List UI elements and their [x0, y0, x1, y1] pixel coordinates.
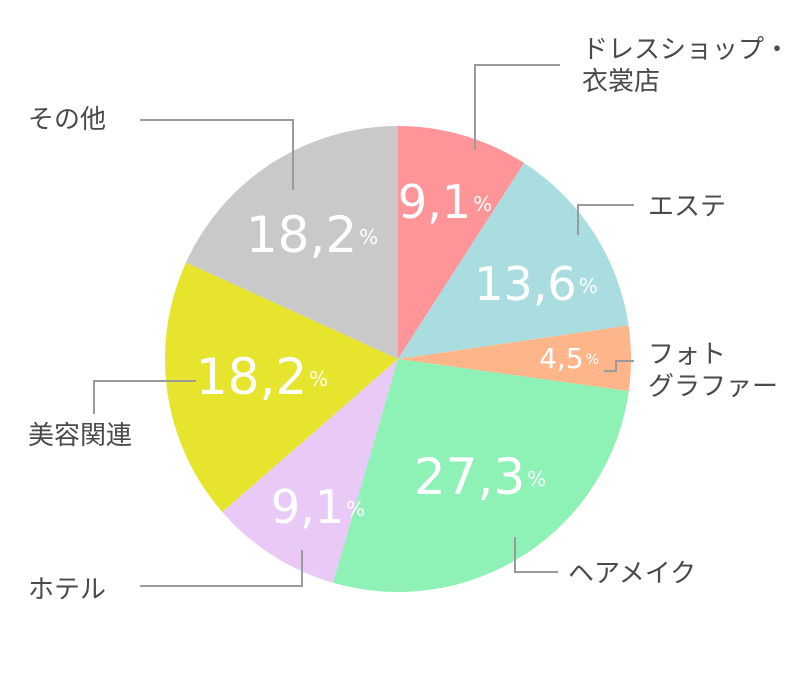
pie-slice-3 [333, 359, 629, 593]
slice-value-number: 9,1 [271, 480, 344, 534]
category-label-line: ヘアメイク [568, 559, 696, 589]
leader-line [577, 204, 634, 235]
category-label-line: 美容関連 [28, 421, 132, 451]
slice-value-number: 18,2 [246, 206, 357, 264]
slice-value-percent-sign: % [586, 352, 599, 368]
slice-value-percent-sign: % [473, 192, 492, 216]
category-label: エステ [648, 192, 726, 222]
category-label: ヘアメイク [568, 559, 696, 589]
pie-slice-2 [398, 325, 632, 392]
pie-slice-5 [165, 262, 398, 512]
category-label: フォトグラファー [648, 340, 778, 402]
slice-value-label: 4,5% [539, 342, 599, 375]
slice-value-number: 27,3 [414, 448, 525, 506]
slice-value-percent-sign: % [579, 274, 598, 298]
slice-value-label: 18,2% [196, 348, 328, 406]
pie-slices [165, 126, 632, 593]
slice-value-label: 9,1% [398, 175, 492, 229]
slice-value-label: 27,3% [414, 448, 546, 506]
slice-value-percent-sign: % [309, 367, 328, 391]
category-label-line: エステ [648, 192, 726, 222]
slice-value-percent-sign: % [346, 497, 365, 521]
pie-slice-6 [185, 126, 398, 359]
slice-value-number: 13,6 [474, 257, 576, 311]
category-label: その他 [28, 105, 106, 135]
pie-slice-1 [398, 163, 629, 359]
category-label-line: グラファー [648, 372, 778, 402]
category-label-line: ホテル [28, 575, 106, 605]
category-label-line: ドレスショップ・ [582, 35, 790, 65]
category-label: ホテル [28, 575, 106, 605]
slice-value-percent-sign: % [527, 467, 546, 491]
slice-value-label: 13,6% [474, 257, 597, 311]
pie-slice-0 [398, 126, 525, 359]
leader-line [140, 550, 303, 587]
leader-line [514, 537, 558, 573]
category-label: 美容関連 [28, 421, 132, 451]
slice-value-number: 9,1 [398, 175, 471, 229]
category-label-line: 衣裳店 [582, 67, 660, 97]
pie-slice-4 [222, 359, 398, 583]
leader-line [93, 380, 196, 414]
category-label-line: その他 [28, 105, 106, 135]
percent-labels: 9,1 %13,6 %4,5 %27,3 %9,1 %18,2 %18,2% [196, 175, 599, 534]
leader-line [604, 360, 634, 372]
slice-value-number: 18,2 [196, 348, 307, 406]
slice-value-label: 9,1% [271, 480, 365, 534]
leader-line [474, 64, 560, 150]
leader-line [140, 119, 294, 190]
slice-value-percent-sign: % [359, 225, 378, 249]
category-label-line: フォト [648, 340, 726, 370]
slice-value-label: 18,2% [246, 206, 378, 264]
category-label: ドレスショップ・衣裳店 [582, 35, 790, 97]
leader-lines [93, 64, 634, 587]
slice-value-number: 4,5 [539, 342, 584, 375]
